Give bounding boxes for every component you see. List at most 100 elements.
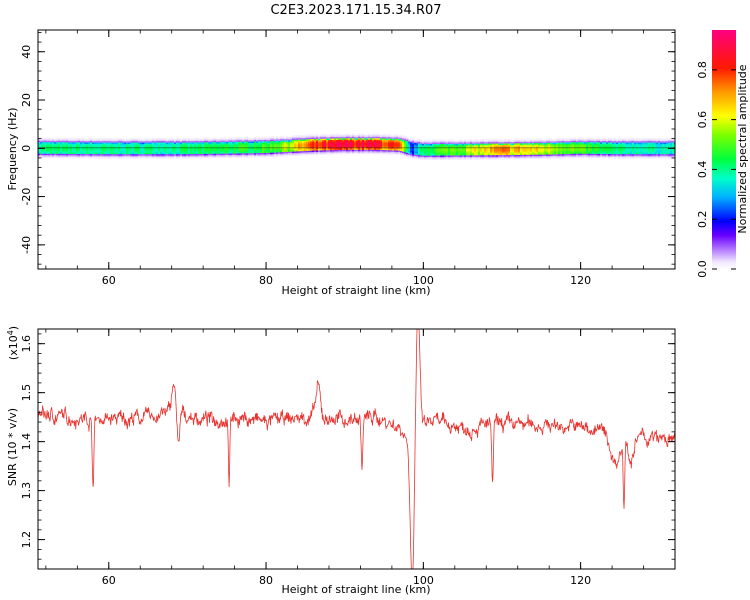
heatmap-cell	[654, 143, 657, 146]
heatmap-cell	[174, 142, 177, 145]
heatmap-cell	[478, 143, 481, 146]
heatmap-cell	[514, 156, 517, 158]
heatmap-cell	[176, 137, 179, 140]
heatmap-cell	[618, 148, 621, 150]
heatmap-cell	[74, 139, 77, 141]
heatmap-cell	[342, 142, 345, 145]
heatmap-cell	[312, 138, 315, 141]
heatmap-cell	[184, 139, 187, 142]
heatmap-cell	[524, 141, 527, 144]
heatmap-cell	[504, 138, 507, 141]
heatmap-cell	[90, 140, 93, 143]
heatmap-cell	[242, 148, 245, 151]
heatmap-cell	[600, 139, 603, 141]
heatmap-cell	[208, 156, 211, 159]
heatmap-cell	[478, 147, 481, 150]
heatmap-cell	[312, 135, 315, 138]
heatmap-cell	[396, 140, 399, 142]
heatmap-cell	[180, 149, 183, 152]
heatmap-cell	[260, 152, 263, 155]
heatmap-cell	[482, 153, 485, 156]
heatmap-cell	[564, 140, 567, 143]
heatmap-cell	[622, 145, 625, 147]
heatmap-cell	[552, 151, 555, 153]
heatmap-cell	[316, 135, 319, 138]
heatmap-cell	[666, 142, 669, 145]
heatmap-cell	[472, 156, 475, 159]
heatmap-cell	[286, 137, 289, 139]
heatmap-cell	[570, 155, 573, 157]
heatmap-cell	[482, 141, 485, 144]
heatmap-cell	[564, 155, 567, 157]
heatmap-cell	[114, 153, 117, 156]
heatmap-cell	[550, 152, 553, 155]
heatmap-cell	[586, 144, 589, 147]
heatmap-cell	[534, 157, 537, 160]
heatmap-cell	[648, 143, 651, 146]
heatmap-cell	[352, 140, 355, 143]
heatmap-cell	[600, 146, 603, 149]
heatmap-cell	[206, 147, 209, 150]
heatmap-cell	[312, 137, 315, 140]
heatmap-cell	[66, 149, 69, 152]
heatmap-cell	[416, 155, 419, 158]
heatmap-cell	[90, 137, 93, 140]
heatmap-cell	[372, 133, 375, 136]
heatmap-cell	[528, 144, 531, 147]
heatmap-cell	[450, 139, 453, 141]
heatmap-cell	[392, 135, 395, 138]
heatmap-cell	[494, 146, 497, 148]
heatmap-cell	[348, 149, 351, 152]
heatmap-cell	[198, 137, 201, 140]
heatmap-cell	[460, 139, 463, 141]
heatmap-cell	[428, 152, 431, 155]
heatmap-cell	[94, 143, 97, 146]
heatmap-cell	[150, 155, 153, 158]
heatmap-cell	[642, 149, 645, 152]
heatmap-cell	[460, 152, 463, 154]
heatmap-cell	[130, 140, 133, 143]
heatmap-cell	[480, 152, 483, 154]
heatmap-cell	[86, 146, 89, 149]
heatmap-cell	[626, 145, 629, 147]
heatmap-cell	[604, 144, 607, 147]
heatmap-cell	[460, 150, 463, 153]
heatmap-cell	[284, 153, 287, 155]
heatmap-cell	[380, 140, 383, 143]
heatmap-cell	[532, 144, 535, 147]
heatmap-cell	[126, 139, 129, 142]
heatmap-cell	[172, 139, 175, 142]
heatmap-cell	[406, 149, 409, 152]
heatmap-cell	[480, 153, 483, 156]
spectrogram-y-tick-label: 0	[20, 145, 33, 152]
heatmap-cell	[48, 153, 51, 156]
heatmap-cell	[38, 156, 41, 159]
heatmap-cell	[390, 141, 393, 144]
heatmap-cell	[262, 149, 265, 152]
heatmap-cell	[196, 150, 199, 153]
heatmap-cell	[240, 155, 243, 158]
heatmap-cell	[334, 133, 337, 136]
heatmap-cell	[248, 152, 251, 155]
heatmap-cell	[410, 143, 413, 146]
heatmap-cell	[640, 148, 643, 150]
heatmap-cell	[410, 152, 413, 155]
heatmap-cell	[112, 137, 115, 140]
heatmap-cell	[386, 145, 389, 148]
heatmap-cell	[496, 140, 499, 143]
heatmap-cell	[184, 155, 187, 158]
heatmap-cell	[490, 143, 493, 146]
heatmap-cell	[480, 150, 483, 153]
heatmap-cell	[118, 140, 121, 143]
heatmap-cell	[468, 150, 471, 153]
heatmap-cell	[110, 140, 113, 143]
heatmap-cell	[230, 154, 233, 157]
heatmap-cell	[446, 143, 449, 146]
heatmap-cell	[272, 140, 275, 143]
heatmap-cell	[668, 139, 671, 142]
heatmap-cell	[576, 149, 579, 151]
heatmap-cell	[206, 140, 209, 143]
heatmap-cell	[280, 150, 283, 153]
heatmap-cell	[632, 156, 635, 159]
heatmap-cell	[624, 145, 627, 147]
